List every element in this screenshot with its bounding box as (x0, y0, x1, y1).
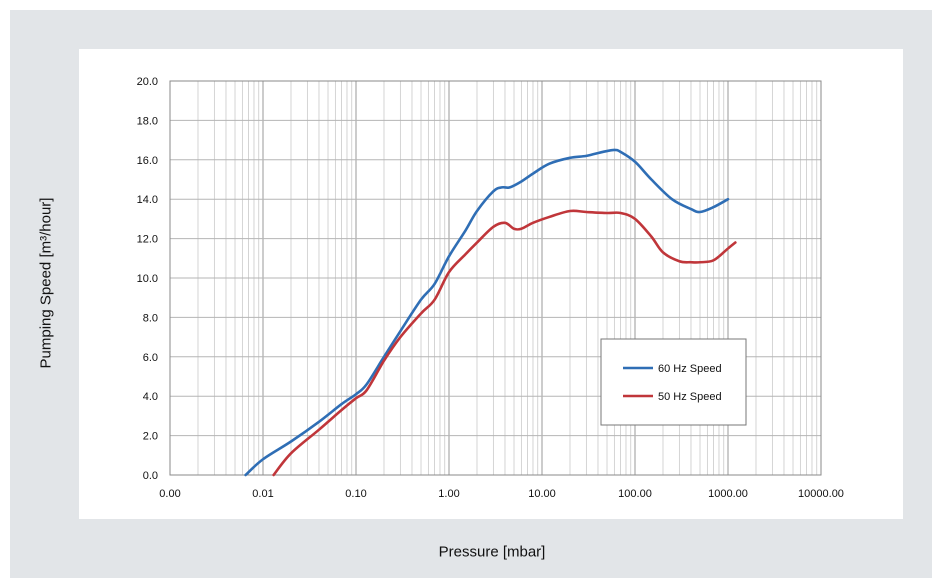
y-tick-label: 12.0 (137, 234, 158, 246)
y-tick-label: 2.0 (143, 431, 158, 443)
y-tick-label: 0.0 (143, 470, 158, 482)
x-tick-label: 0.00 (159, 488, 180, 500)
legend-entry-label: 50 Hz Speed (658, 391, 722, 403)
series-line-50hz (272, 209, 737, 477)
x-tick-label: 10000.00 (798, 488, 844, 500)
legend-entry-label: 60 Hz Speed (658, 363, 722, 375)
y-tick-label: 16.0 (137, 155, 158, 167)
x-tick-label: 1000.00 (708, 488, 748, 500)
x-tick-label: 100.00 (618, 488, 652, 500)
x-tick-label: 1.00 (438, 488, 459, 500)
x-tick-label: 10.00 (528, 488, 556, 500)
series-line-60hz (244, 148, 730, 477)
x-tick-label: 0.10 (345, 488, 366, 500)
y-tick-label: 20.0 (137, 76, 158, 88)
y-tick-label: 8.0 (143, 312, 158, 324)
legend-box (600, 338, 747, 426)
plot-border (169, 80, 822, 476)
plot-panel (79, 49, 903, 519)
x-tick-label: 0.01 (252, 488, 273, 500)
x-axis-label: Pressure [mbar] (438, 543, 546, 561)
y-tick-label: 10.0 (137, 273, 158, 285)
y-tick-label: 14.0 (137, 194, 158, 206)
y-tick-label: 18.0 (137, 115, 158, 127)
y-tick-label: 4.0 (143, 391, 158, 403)
y-tick-label: 6.0 (143, 352, 158, 364)
